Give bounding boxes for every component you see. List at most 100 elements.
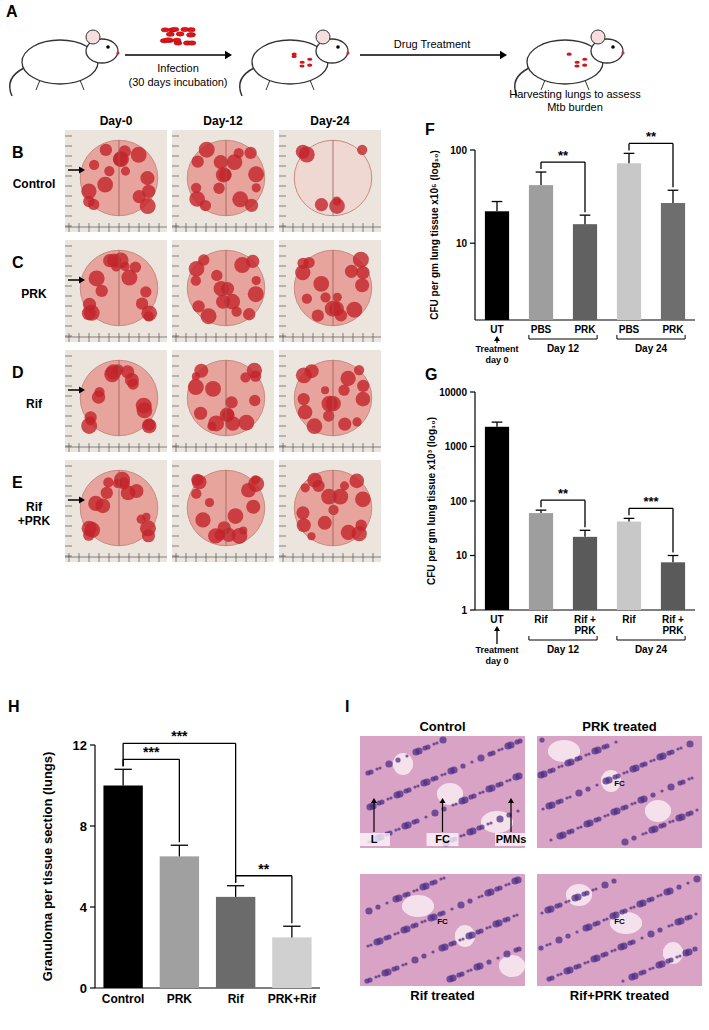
nucleus bbox=[415, 747, 422, 754]
column-header: Day-24 bbox=[310, 114, 350, 128]
ruler bbox=[172, 516, 179, 517]
nucleus bbox=[488, 784, 495, 791]
ruler bbox=[176, 333, 177, 342]
ruler bbox=[172, 206, 179, 207]
y-tick bbox=[90, 987, 95, 988]
bar bbox=[529, 513, 553, 610]
lesion bbox=[208, 528, 223, 543]
lesion bbox=[352, 417, 361, 426]
ruler bbox=[279, 406, 286, 407]
arrow bbox=[496, 629, 497, 644]
nucleus bbox=[481, 790, 484, 793]
ruler bbox=[256, 223, 257, 232]
nucleus bbox=[639, 899, 646, 906]
ruler bbox=[65, 546, 72, 547]
ruler bbox=[65, 436, 72, 437]
lesion bbox=[299, 147, 315, 163]
lesion bbox=[194, 407, 207, 420]
lesion bbox=[246, 500, 260, 514]
ruler bbox=[279, 557, 381, 558]
y-tick bbox=[90, 906, 95, 907]
nucleus bbox=[423, 778, 430, 785]
lesion bbox=[355, 491, 371, 507]
bacteria bbox=[300, 61, 305, 64]
nucleus bbox=[656, 894, 659, 897]
lesion bbox=[205, 381, 221, 397]
nucleus bbox=[432, 742, 435, 745]
lung-lobe bbox=[119, 250, 120, 325]
ruler bbox=[279, 536, 286, 537]
nucleus bbox=[385, 901, 388, 904]
histology-image bbox=[537, 874, 702, 986]
ruler bbox=[172, 526, 179, 527]
ruler bbox=[279, 266, 286, 267]
nucleus bbox=[396, 931, 399, 934]
nucleus bbox=[431, 809, 438, 816]
ruler bbox=[65, 246, 72, 247]
lung-photo bbox=[172, 350, 274, 452]
lesion bbox=[356, 266, 369, 279]
lung bbox=[294, 360, 372, 435]
lesion bbox=[301, 483, 310, 492]
ruler bbox=[129, 553, 130, 562]
y-axis-label: Granuloma per tissue section (lungs) bbox=[40, 752, 55, 982]
nucleus bbox=[547, 905, 554, 912]
arrow bbox=[68, 279, 80, 281]
ruler bbox=[129, 443, 130, 452]
lesion bbox=[357, 380, 369, 392]
bar bbox=[573, 224, 597, 320]
ruler bbox=[65, 526, 72, 527]
cell-label: FC bbox=[614, 779, 625, 788]
foam-cell bbox=[393, 753, 413, 775]
ruler bbox=[65, 156, 72, 157]
ruler bbox=[279, 256, 286, 257]
arrow bbox=[68, 389, 80, 391]
nucleus bbox=[678, 813, 685, 820]
lesion bbox=[232, 191, 248, 207]
lesion bbox=[225, 396, 237, 408]
lesion bbox=[329, 301, 344, 316]
ruler bbox=[279, 446, 286, 447]
mouse-tail bbox=[10, 68, 24, 96]
foam-cell bbox=[610, 912, 642, 934]
lesion bbox=[298, 405, 313, 420]
ruler bbox=[172, 227, 274, 228]
error-bar bbox=[580, 215, 591, 224]
lesion bbox=[142, 185, 155, 198]
column-header: Day-0 bbox=[100, 114, 133, 128]
nucleus bbox=[549, 838, 552, 841]
ruler bbox=[186, 333, 187, 342]
nucleus bbox=[678, 954, 681, 957]
error-line bbox=[540, 172, 541, 185]
bacteria bbox=[307, 64, 312, 67]
foam-cell bbox=[499, 955, 525, 977]
ruler bbox=[279, 336, 286, 337]
lesion bbox=[247, 363, 262, 378]
lung-photo bbox=[279, 240, 381, 342]
nucleus bbox=[487, 888, 494, 895]
y-tick bbox=[470, 446, 475, 447]
ruler bbox=[279, 146, 286, 147]
sig-bracket bbox=[235, 743, 236, 882]
bar bbox=[272, 937, 311, 988]
ruler bbox=[313, 443, 314, 452]
mouse-eye bbox=[106, 45, 110, 49]
step-label: Harvesting lungs to assess bbox=[509, 88, 641, 100]
nucleus bbox=[459, 971, 464, 976]
lesion bbox=[312, 310, 324, 322]
ruler bbox=[89, 223, 90, 232]
ruler bbox=[172, 136, 179, 137]
nucleus bbox=[425, 744, 430, 749]
lesion bbox=[89, 270, 105, 286]
ruler bbox=[172, 447, 274, 448]
nucleus bbox=[641, 832, 644, 835]
nucleus bbox=[422, 882, 429, 889]
ruler bbox=[373, 223, 374, 232]
lesion bbox=[248, 166, 264, 182]
ruler bbox=[129, 223, 130, 232]
lesion bbox=[121, 167, 130, 176]
nucleus bbox=[622, 771, 625, 774]
ruler bbox=[172, 226, 179, 227]
error-cap bbox=[536, 171, 547, 172]
ruler bbox=[313, 223, 314, 232]
